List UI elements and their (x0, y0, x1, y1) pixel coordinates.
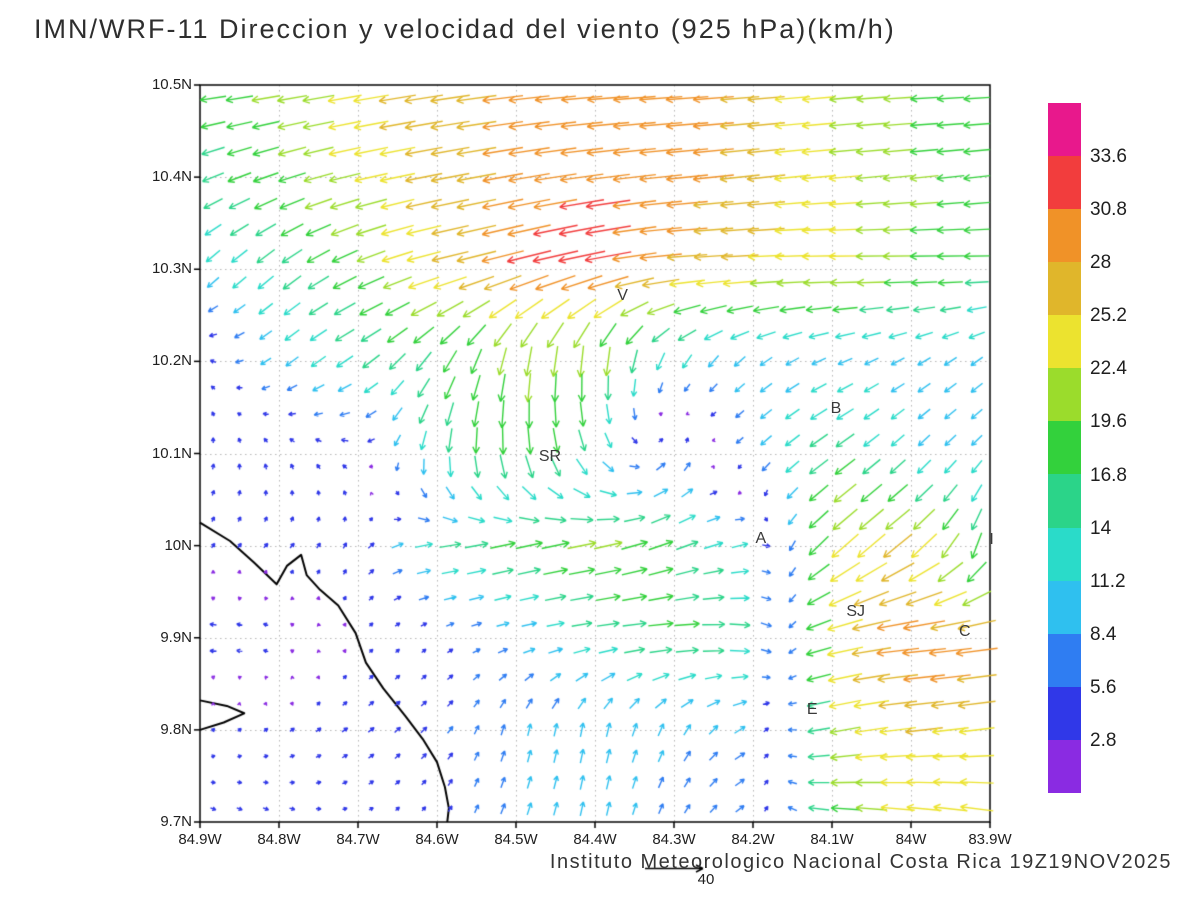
reference-vector-label: 40 (697, 871, 715, 888)
x-tick-label: 83.9W (968, 831, 1012, 848)
colorbar-tick-label: 2.8 (1090, 729, 1117, 751)
colorbar-tick-label: 16.8 (1090, 464, 1127, 486)
colorbar-segment (1048, 474, 1081, 528)
colorbar-segment (1048, 262, 1081, 316)
y-tick-label: 10.1N (151, 444, 192, 462)
x-tick-label: 84.8W (257, 831, 301, 848)
colorbar-segment (1048, 103, 1081, 157)
station-label-c: C (958, 623, 971, 641)
y-tick-label: 10.2N (151, 352, 192, 370)
colorbar-tick-label: 14 (1090, 517, 1112, 539)
colorbar-segment (1048, 156, 1081, 210)
x-tick-label: 84.2W (731, 831, 775, 848)
y-tick-label: 10.3N (151, 260, 192, 278)
station-label-e: E (806, 701, 818, 719)
station-label-b: B (830, 400, 842, 418)
x-tick-label: 84.5W (494, 831, 538, 848)
colorbar-tick-label: 25.2 (1090, 305, 1127, 327)
colorbar-tick-label: 5.6 (1090, 676, 1117, 698)
colorbar-segment (1048, 368, 1081, 422)
colorbar (1048, 103, 1081, 793)
colorbar-segment (1048, 209, 1081, 263)
x-tick-label: 84.4W (573, 831, 617, 848)
colorbar-tick-label: 8.4 (1090, 623, 1117, 645)
colorbar-tick-label: 33.6 (1090, 146, 1127, 168)
footer-credit: Instituto Meteorologico Nacional Costa R… (549, 851, 1172, 873)
x-tick-label: 84.7W (336, 831, 380, 848)
station-label-sr: SR (538, 448, 562, 466)
colorbar-segment (1048, 686, 1081, 740)
station-label-sj: SJ (846, 602, 866, 620)
colorbar-segment (1048, 580, 1081, 634)
colorbar-tick-label: 30.8 (1090, 199, 1127, 221)
station-label-v: V (617, 286, 628, 304)
x-tick-label: 84.1W (810, 831, 854, 848)
colorbar-segment (1048, 633, 1081, 687)
colorbar-tick-label: 11.2 (1090, 570, 1126, 592)
colorbar-segment (1048, 421, 1081, 475)
y-tick-label: 9.9N (160, 628, 192, 646)
chart-title: IMN/WRF-11 Direccion y velocidad del vie… (34, 14, 896, 44)
y-tick-label: 10N (164, 536, 192, 554)
colorbar-segment (1048, 527, 1081, 581)
y-tick-label: 9.8N (160, 720, 192, 738)
y-tick-label: 10.4N (151, 168, 192, 186)
colorbar-tick-label: 28 (1090, 252, 1112, 274)
colorbar-segment (1048, 315, 1081, 369)
colorbar-tick-label: 22.4 (1090, 358, 1127, 380)
x-tick-label: 84.3W (652, 831, 696, 848)
station-label-i: I (989, 531, 994, 549)
y-tick-label: 10.5N (151, 76, 192, 93)
x-tick-label: 84W (895, 831, 927, 848)
x-tick-label: 84.9W (178, 831, 222, 848)
colorbar-segment (1048, 739, 1081, 793)
station-label-a: A (755, 530, 767, 548)
y-tick-label: 9.7N (160, 813, 192, 830)
colorbar-tick-label: 19.6 (1090, 411, 1127, 433)
x-tick-label: 84.6W (415, 831, 459, 848)
